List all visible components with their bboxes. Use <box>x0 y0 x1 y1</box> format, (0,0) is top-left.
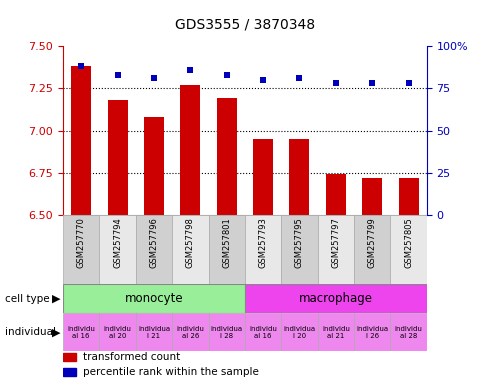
Bar <box>289 139 309 215</box>
Bar <box>71 66 91 215</box>
Bar <box>136 313 172 351</box>
Bar <box>390 313 426 351</box>
Point <box>113 72 121 78</box>
Bar <box>353 215 390 284</box>
Text: GSM257798: GSM257798 <box>185 217 195 268</box>
Bar <box>317 215 353 284</box>
Text: individua
l 26: individua l 26 <box>355 326 388 339</box>
Text: GSM257805: GSM257805 <box>403 217 412 268</box>
Text: transformed count: transformed count <box>83 352 180 362</box>
Text: individua
l 20: individua l 20 <box>283 326 315 339</box>
Bar <box>253 139 272 215</box>
Point <box>295 75 302 81</box>
Bar <box>390 215 426 284</box>
Bar <box>172 313 208 351</box>
Text: GDS3555 / 3870348: GDS3555 / 3870348 <box>175 17 314 31</box>
Point <box>150 75 157 81</box>
Text: ▶: ▶ <box>51 327 60 337</box>
Bar <box>144 117 164 215</box>
Point <box>404 80 411 86</box>
Bar <box>216 98 236 215</box>
Text: individua
l 21: individua l 21 <box>137 326 170 339</box>
Bar <box>244 313 281 351</box>
Text: GSM257801: GSM257801 <box>222 217 231 268</box>
Point <box>222 72 230 78</box>
Bar <box>398 178 418 215</box>
Bar <box>63 215 99 284</box>
Text: macrophage: macrophage <box>298 292 372 305</box>
Bar <box>136 215 172 284</box>
Text: GSM257770: GSM257770 <box>76 217 86 268</box>
Text: GSM257793: GSM257793 <box>258 217 267 268</box>
Bar <box>63 368 76 376</box>
Text: individu
al 20: individu al 20 <box>104 326 131 339</box>
Text: individu
al 16: individu al 16 <box>249 326 276 339</box>
Text: GSM257797: GSM257797 <box>331 217 340 268</box>
Bar <box>180 85 200 215</box>
Point <box>186 67 194 73</box>
Bar <box>208 313 244 351</box>
Bar <box>172 215 208 284</box>
Text: individu
al 16: individu al 16 <box>67 326 95 339</box>
Text: individua
l 28: individua l 28 <box>210 326 242 339</box>
Bar <box>317 313 353 351</box>
Bar <box>281 215 317 284</box>
Text: ▶: ▶ <box>51 293 60 304</box>
Point <box>77 63 85 70</box>
Bar <box>353 313 390 351</box>
Text: GSM257796: GSM257796 <box>149 217 158 268</box>
Bar <box>325 174 345 215</box>
Bar <box>99 215 136 284</box>
Text: individual: individual <box>5 327 56 337</box>
Bar <box>281 313 317 351</box>
Bar <box>244 284 426 313</box>
Bar <box>63 284 244 313</box>
Bar <box>244 215 281 284</box>
Bar <box>63 353 76 361</box>
Text: cell type: cell type <box>5 293 49 304</box>
Point <box>331 80 339 86</box>
Bar <box>107 100 127 215</box>
Text: monocyte: monocyte <box>124 292 183 305</box>
Bar <box>63 313 99 351</box>
Text: individu
al 26: individu al 26 <box>176 326 204 339</box>
Text: GSM257799: GSM257799 <box>367 217 376 268</box>
Bar <box>208 215 244 284</box>
Text: individu
al 28: individu al 28 <box>394 326 422 339</box>
Point <box>367 80 375 86</box>
Bar <box>99 313 136 351</box>
Text: individu
al 21: individu al 21 <box>321 326 349 339</box>
Bar <box>362 178 381 215</box>
Text: GSM257795: GSM257795 <box>294 217 303 268</box>
Text: percentile rank within the sample: percentile rank within the sample <box>83 367 258 377</box>
Text: GSM257794: GSM257794 <box>113 217 122 268</box>
Point <box>258 77 266 83</box>
